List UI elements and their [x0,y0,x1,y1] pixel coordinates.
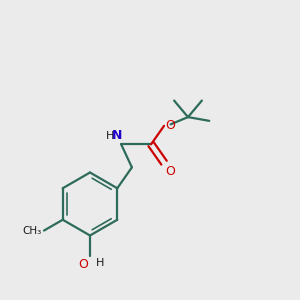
Text: N: N [111,130,122,142]
Text: H: H [95,258,104,268]
Text: O: O [166,119,176,132]
Text: O: O [166,165,176,178]
Text: O: O [79,258,88,271]
Text: H: H [106,131,114,141]
Text: CH₃: CH₃ [22,226,42,236]
